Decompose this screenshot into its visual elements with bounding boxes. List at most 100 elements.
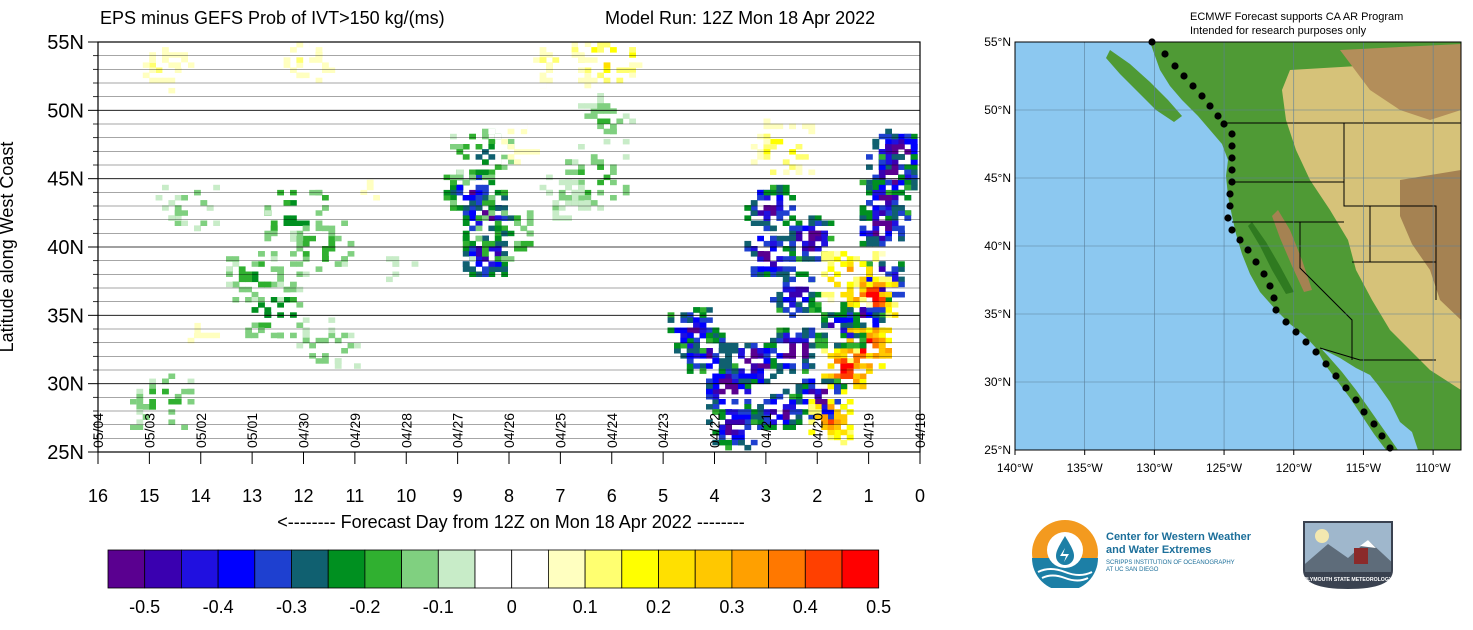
y-tick-label: 35N (47, 305, 84, 327)
heatmap-cell (578, 77, 585, 84)
heatmap-cell (712, 409, 720, 415)
heatmap-cell (789, 256, 796, 262)
heatmap-cell (872, 337, 880, 344)
heatmap-cell (898, 189, 905, 196)
heatmap-cell (181, 210, 188, 216)
heatmap-cell (194, 225, 201, 232)
heatmap-cell (200, 332, 208, 339)
heatmap-cell (795, 337, 803, 344)
heatmap-cell (789, 399, 796, 405)
coast-point (1282, 318, 1290, 326)
heatmap-cell (552, 200, 560, 206)
heatmap-cell (757, 159, 764, 165)
heatmap-cell (488, 205, 496, 211)
heatmap-cell (840, 251, 848, 257)
map-mountains (1400, 170, 1461, 320)
heatmap-cell (456, 205, 464, 211)
heatmap-cell (584, 47, 592, 53)
heatmap-cell (872, 235, 880, 242)
heatmap-cell (859, 240, 867, 247)
heatmap-cell (514, 220, 521, 226)
heatmap-cell (693, 353, 700, 359)
heatmap-cell (770, 373, 777, 379)
heatmap-cell (194, 317, 201, 323)
heatmap-cell (475, 235, 483, 242)
heatmap-cell (283, 297, 291, 303)
heatmap-cell (322, 358, 329, 364)
heatmap-cell (795, 332, 803, 339)
heatmap-cell (878, 205, 886, 211)
heatmap-cell (149, 388, 156, 395)
heatmap-cell (270, 266, 278, 272)
heatmap-cell (296, 342, 304, 349)
heatmap-cell (853, 383, 860, 390)
y-tick-label: 50N (47, 100, 84, 122)
heatmap-cell (603, 103, 611, 109)
heatmap-cell (840, 261, 848, 267)
heatmap-cell (821, 348, 828, 354)
heatmap-cell (706, 378, 713, 385)
heatmap-cell (840, 322, 848, 328)
heatmap-cell (443, 189, 451, 196)
heatmap-cell (795, 154, 803, 160)
heatmap-cell (315, 57, 323, 63)
heatmap-cell (302, 256, 310, 262)
heatmap-cell (827, 235, 835, 242)
date-label: 05/03 (141, 413, 157, 448)
heatmap-cell (885, 281, 892, 288)
heatmap-cell (597, 72, 604, 79)
heatmap-cell (827, 434, 835, 441)
heatmap-cell (494, 251, 502, 257)
heatmap-cell (277, 297, 284, 303)
heatmap-cell (872, 144, 880, 150)
heatmap-cell (731, 399, 739, 405)
heatmap-cell (859, 332, 867, 339)
heatmap-cell (802, 383, 809, 390)
heatmap-cell (859, 276, 867, 283)
heatmap-cell (699, 327, 707, 334)
heatmap-cell (738, 439, 745, 446)
coast-point (1228, 130, 1236, 138)
heatmap-cell (469, 200, 476, 206)
heatmap-cell (834, 409, 841, 415)
heatmap-cell (168, 399, 176, 405)
heatmap-cell (674, 342, 681, 349)
heatmap-cell (270, 281, 278, 288)
heatmap-cell (898, 235, 905, 242)
heatmap-cell (744, 342, 752, 349)
heatmap-cell (200, 200, 208, 206)
heatmap-cell (795, 302, 803, 308)
heatmap-cell (866, 200, 873, 206)
heatmap-cell (808, 302, 816, 308)
heatmap-cell (885, 291, 892, 298)
heatmap-cell (616, 77, 624, 84)
x-tick-label: 10 (396, 486, 416, 506)
heatmap-cell (686, 337, 694, 344)
heatmap-cell (347, 251, 355, 257)
heatmap-cell (731, 378, 739, 385)
heatmap-cell (898, 179, 905, 186)
heatmap-cell (744, 358, 752, 364)
heatmap-cell (789, 276, 796, 283)
heatmap-cell (776, 297, 784, 303)
heatmap-cell (488, 195, 496, 201)
heatmap-cell (290, 235, 297, 242)
heatmap-cell (565, 195, 572, 201)
heatmap-cell (757, 353, 764, 359)
heatmap-cell (482, 133, 489, 140)
heatmap-cell (731, 439, 739, 446)
heatmap-cell (680, 353, 688, 359)
heatmap-cell (533, 82, 540, 89)
heatmap-cell (744, 424, 752, 430)
coast-point (1226, 202, 1234, 210)
heatmap-cell (853, 378, 860, 385)
heatmap-cell (878, 337, 886, 344)
heatmap-cell (706, 307, 713, 313)
heatmap-cell (462, 179, 470, 186)
heatmap-cell (731, 388, 739, 395)
heatmap-cell (808, 256, 816, 262)
heatmap-cell (290, 215, 297, 221)
heatmap-cell (821, 414, 828, 420)
heatmap-cell (834, 414, 841, 420)
heatmap-cell (149, 42, 156, 48)
